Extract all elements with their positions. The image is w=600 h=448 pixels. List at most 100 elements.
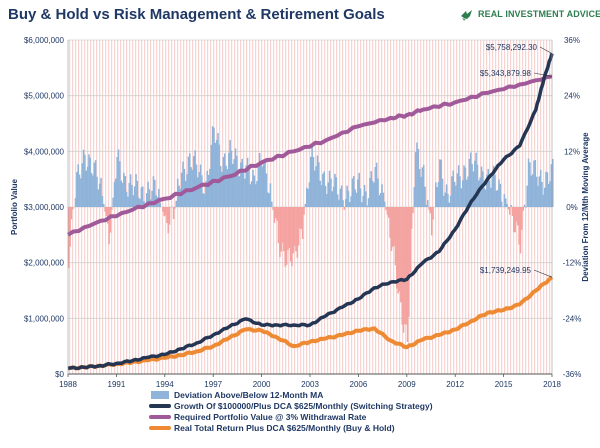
- x-tick-label: 2009: [398, 380, 416, 389]
- brand-logo: REAL INVESTMENT ADVICE: [459, 7, 600, 23]
- deviation-bar: [211, 126, 214, 207]
- deviation-bar: [347, 190, 350, 207]
- deviation-bar: [539, 169, 542, 207]
- legend-label: Required Portfolio Value @ 3% Withdrawal…: [174, 412, 367, 422]
- deviation-bar: [273, 207, 276, 223]
- deviation-bar: [236, 155, 238, 207]
- deviation-bar: [312, 157, 315, 207]
- deviation-bar: [465, 179, 468, 207]
- deviation-bar: [401, 207, 403, 325]
- deviation-bar: [412, 207, 414, 214]
- deviation-bar: [397, 207, 399, 294]
- deviation-bar: [194, 150, 196, 207]
- deviation-bar: [296, 207, 299, 258]
- deviation-bar: [357, 179, 359, 207]
- deviation-bar: [233, 159, 235, 207]
- deviation-bar: [530, 175, 533, 207]
- deviation-bar: [159, 202, 161, 207]
- deviation-bar: [249, 184, 252, 207]
- deviation-bar: [461, 180, 464, 207]
- deviation-bar: [421, 167, 424, 207]
- deviation-bar: [143, 201, 145, 207]
- switching-strategy-line: [67, 53, 554, 371]
- deviation-bar: [257, 162, 260, 207]
- deviation-bar: [262, 164, 265, 207]
- deviation-bar: [152, 176, 155, 207]
- deviation-bar: [538, 176, 541, 207]
- deviation-bar: [354, 189, 356, 207]
- deviation-bar: [543, 187, 546, 207]
- deviation-bar: [207, 174, 210, 207]
- buyhold-end-label: $1,739,249.95: [480, 266, 532, 275]
- deviation-bar: [303, 207, 305, 215]
- required-end-label-leader: [533, 72, 553, 77]
- deviation-bar: [245, 165, 248, 207]
- deviation-bar: [158, 188, 160, 207]
- deviation-bar: [320, 185, 323, 207]
- deviation-bar: [486, 174, 488, 207]
- deviation-bar: [504, 198, 507, 207]
- deviation-bar: [331, 191, 334, 207]
- deviation-bar: [289, 207, 292, 262]
- deviation-bar: [80, 178, 82, 207]
- deviation-bar: [102, 203, 105, 207]
- deviation-bar: [406, 207, 409, 342]
- deviation-bar: [190, 167, 192, 207]
- deviation-bar: [490, 187, 492, 207]
- deviation-bar: [335, 177, 338, 207]
- deviation-bar: [230, 150, 233, 207]
- deviation-bar: [449, 195, 452, 207]
- deviation-bar: [163, 207, 165, 217]
- deviation-bar: [491, 176, 494, 207]
- deviation-bar: [535, 176, 538, 207]
- deviation-bar: [221, 171, 223, 207]
- deviation-bar: [214, 142, 217, 207]
- deviation-bar: [72, 207, 74, 210]
- deviation-bar: [94, 160, 97, 207]
- deviation-bar: [375, 162, 378, 207]
- deviation-bar: [435, 182, 437, 207]
- deviation-bar: [429, 207, 432, 214]
- deviation-bar: [474, 160, 476, 207]
- deviation-bar: [222, 156, 225, 207]
- y-tick-label-right: 24%: [564, 92, 580, 101]
- deviation-bar: [334, 173, 336, 207]
- deviation-bar: [86, 166, 89, 207]
- deviation-bar: [469, 152, 472, 207]
- deviation-bar: [265, 173, 268, 207]
- deviation-bar: [503, 194, 506, 207]
- deviation-bar: [522, 207, 524, 211]
- required-end-label: $5,343,879.98: [480, 69, 532, 78]
- deviation-bar: [256, 181, 258, 207]
- deviation-bar: [482, 171, 484, 207]
- deviation-bar: [447, 193, 449, 207]
- deviation-bar: [113, 181, 116, 207]
- deviation-bar: [70, 207, 73, 220]
- deviation-bar: [315, 166, 317, 207]
- deviation-bar: [77, 164, 79, 207]
- deviation-bar: [495, 190, 498, 207]
- deviation-bar: [472, 171, 475, 207]
- deviation-bar: [500, 201, 503, 207]
- deviation-bar: [385, 207, 387, 211]
- x-tick-label: 2018: [543, 380, 561, 389]
- deviation-bar: [219, 166, 222, 207]
- deviation-bar: [151, 190, 153, 207]
- deviation-bar: [172, 207, 175, 219]
- deviation-bar: [511, 207, 514, 216]
- deviation-bar: [366, 205, 369, 207]
- deviation-bar: [284, 207, 286, 267]
- deviation-bar: [136, 180, 139, 207]
- deviation-bar: [81, 163, 83, 207]
- deviation-bar: [436, 187, 438, 207]
- deviation-bar: [517, 207, 519, 226]
- deviation-bar: [154, 179, 156, 207]
- x-tick-label: 2006: [350, 380, 368, 389]
- deviation-bar: [164, 207, 167, 216]
- deviation-bar: [127, 196, 129, 207]
- deviation-bar: [387, 207, 390, 218]
- deviation-bar: [330, 178, 332, 207]
- deviation-bar: [147, 181, 149, 207]
- deviation-bar: [338, 199, 340, 207]
- deviation-bar: [178, 185, 180, 207]
